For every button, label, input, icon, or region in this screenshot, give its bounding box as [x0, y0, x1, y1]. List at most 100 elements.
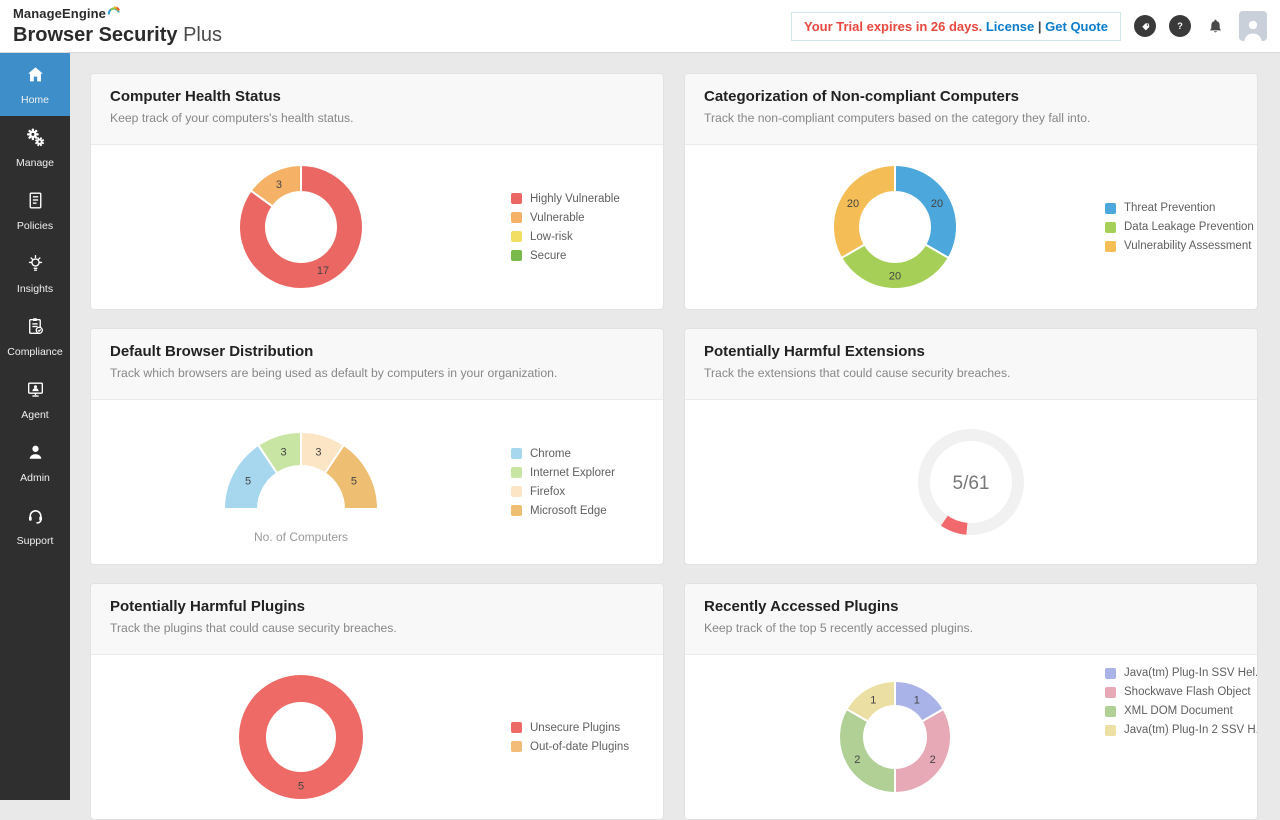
sidebar-item-admin[interactable]: Admin — [0, 431, 70, 494]
harmful-plugins-donut-chart: 5 — [91, 655, 511, 819]
chart-legend: Highly Vulnerable Vulnerable Low-risk Secur… — [511, 145, 663, 309]
legend-color-chip — [1105, 240, 1116, 252]
admin-user-icon — [25, 442, 46, 468]
legend-label: Java(tm) Plug-In SSV Hel... — [1124, 667, 1258, 679]
legend-item[interactable]: Secure — [511, 250, 655, 262]
help-icon[interactable]: ? — [1169, 15, 1191, 37]
legend-label: Microsoft Edge — [530, 504, 607, 517]
slice-value-label: 5 — [245, 475, 251, 487]
legend-item[interactable]: Vulnerability Assessment — [1105, 240, 1254, 252]
card-harmful-plugins: Potentially Harmful Plugins Track the pl… — [90, 583, 664, 820]
card-subtitle: Keep track of your computers's health st… — [110, 111, 354, 125]
legend-label: Highly Vulnerable — [530, 192, 620, 205]
harmful-extensions-gauge-chart: 5/61 — [685, 400, 1257, 564]
sidebar-item-agent[interactable]: Agent — [0, 368, 70, 431]
trial-expiry-text: Your Trial expires in 26 days. — [803, 18, 983, 34]
svg-text:?: ? — [1177, 21, 1183, 31]
card-noncompliant-categorization: Categorization of Non-compliant Computer… — [684, 73, 1258, 310]
slice-value-label: 17 — [317, 265, 329, 277]
sidebar-item-label: Manage — [16, 156, 54, 169]
card-default-browser-distribution: Default Browser Distribution Track which… — [90, 328, 664, 565]
slice-value-label: 20 — [847, 198, 859, 210]
recent-plugins-donut-chart: 1 2 2 1 — [685, 655, 1105, 819]
card-title: Recently Accessed Plugins — [704, 598, 899, 615]
legend-label: Vulnerable — [530, 211, 585, 224]
chart-legend: Unsecure Plugins Out-of-date Plugins — [511, 655, 663, 819]
slice-value-label: 5 — [298, 781, 304, 793]
card-recently-accessed-plugins: Recently Accessed Plugins Keep track of … — [684, 583, 1258, 820]
legend-item[interactable]: Firefox — [511, 486, 655, 498]
slice-value-label: 20 — [889, 271, 901, 283]
legend-item[interactable]: Microsoft Edge — [511, 505, 655, 517]
legend-item[interactable]: Shockwave Flash Object — [1105, 686, 1257, 698]
notifications-bell-icon[interactable] — [1204, 15, 1226, 37]
sidebar-item-label: Insights — [16, 282, 54, 295]
card-title: Computer Health Status — [110, 88, 281, 105]
legend-color-chip — [511, 741, 522, 752]
sidebar-item-insights[interactable]: Insights — [0, 242, 70, 305]
legend-color-chip — [511, 467, 522, 478]
slice-value-label: 5 — [351, 475, 357, 487]
slice-value-label: 3 — [281, 446, 287, 458]
legend-label: Data Leakage Prevention — [1124, 221, 1254, 233]
sidebar-item-label: Home — [20, 93, 49, 106]
user-avatar[interactable] — [1239, 11, 1267, 41]
top-header: ManageEngine Browser Security Plus Your … — [0, 0, 1280, 53]
sidebar-item-manage[interactable]: Manage — [0, 116, 70, 179]
sidebar-item-support[interactable]: Support — [0, 494, 70, 557]
legend-color-chip — [1105, 221, 1116, 233]
sidebar-item-label: Support — [16, 534, 54, 547]
sidebar-item-home[interactable]: Home — [0, 53, 70, 116]
computer-health-donut-chart: 17 3 — [91, 145, 511, 309]
legend-color-chip — [1105, 686, 1116, 698]
legend-item[interactable]: Java(tm) Plug-In 2 SSV H... — [1105, 724, 1257, 736]
legend-item[interactable]: Internet Explorer — [511, 467, 655, 479]
legend-item[interactable]: Unsecure Plugins — [511, 722, 655, 734]
slice-value-label: 3 — [276, 179, 282, 191]
sidebar-item-label: Admin — [20, 471, 50, 484]
legend-item[interactable]: XML DOM Document — [1105, 705, 1257, 717]
trial-divider: | — [1037, 18, 1042, 34]
legend-item[interactable]: Java(tm) Plug-In SSV Hel... — [1105, 667, 1258, 679]
card-subtitle: Track the extensions that could cause se… — [704, 366, 1011, 380]
gears-icon — [25, 127, 46, 153]
legend-label: Unsecure Plugins — [530, 721, 621, 734]
sidebar-item-policies[interactable]: Policies — [0, 179, 70, 242]
noncompliant-donut-chart: 20 20 20 — [685, 145, 1105, 309]
slice-value-label: 20 — [931, 198, 943, 210]
support-headset-icon — [25, 505, 46, 531]
get-quote-link[interactable]: Get Quote — [1045, 18, 1108, 34]
legend-color-chip — [511, 448, 522, 459]
legend-color-chip — [511, 212, 522, 223]
legend-label: Threat Prevention — [1124, 202, 1216, 214]
slice-value-label: 3 — [315, 446, 321, 458]
legend-label: Chrome — [530, 447, 571, 460]
license-link[interactable]: License — [985, 18, 1035, 34]
legend-color-chip — [511, 722, 522, 733]
card-title: Default Browser Distribution — [110, 343, 314, 360]
brand-logo: ManageEngine Browser Security Plus — [0, 6, 222, 46]
tag-offers-icon[interactable] — [1134, 15, 1156, 37]
brand-company-name: ManageEngine — [13, 6, 106, 22]
insights-bulb-icon — [25, 253, 46, 279]
legend-item[interactable]: Threat Prevention — [1105, 202, 1254, 214]
card-subtitle: Track the non-compliant computers based … — [704, 111, 1091, 125]
card-subtitle: Keep track of the top 5 recently accesse… — [704, 621, 973, 635]
product-name-suffix: Plus — [183, 23, 222, 46]
legend-color-chip — [511, 231, 522, 242]
legend-color-chip — [511, 505, 522, 516]
legend-item[interactable]: Chrome — [511, 448, 655, 460]
slice-value-label: 1 — [914, 694, 920, 706]
legend-label: Internet Explorer — [530, 466, 616, 479]
legend-color-chip — [511, 250, 522, 261]
sidebar-item-compliance[interactable]: Compliance — [0, 305, 70, 368]
agent-computer-icon — [25, 379, 46, 405]
legend-item[interactable]: Vulnerable — [511, 212, 655, 224]
legend-item[interactable]: Low-risk — [511, 231, 655, 243]
legend-item[interactable]: Data Leakage Prevention — [1105, 221, 1254, 233]
slice-value-label: 1 — [870, 694, 876, 706]
sidebar-nav: Home Manage Policies Insights Compliance… — [0, 53, 70, 800]
legend-item[interactable]: Out-of-date Plugins — [511, 741, 655, 753]
legend-item[interactable]: Highly Vulnerable — [511, 193, 655, 205]
legend-label: Shockwave Flash Object — [1124, 686, 1251, 698]
